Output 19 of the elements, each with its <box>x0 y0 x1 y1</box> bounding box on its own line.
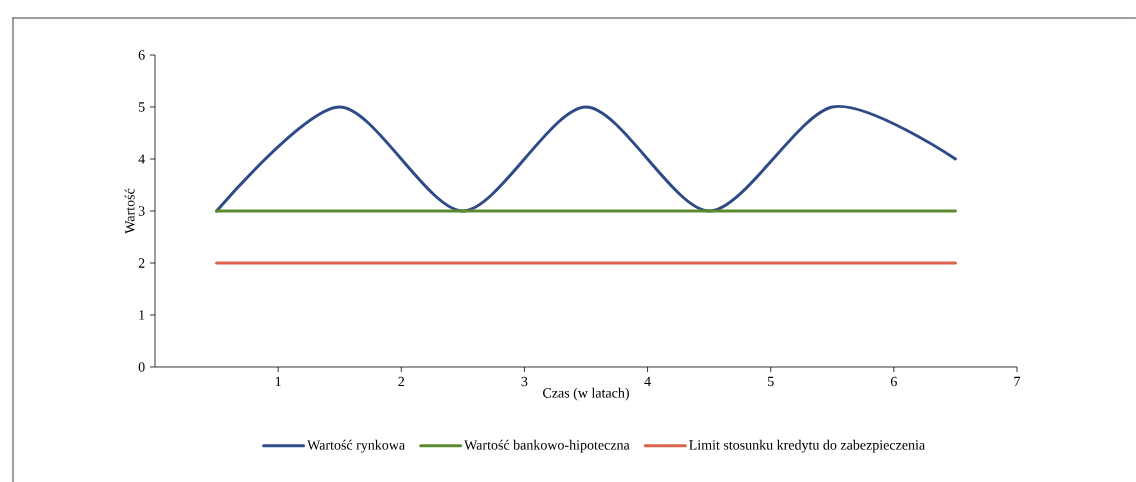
x-axis-title: Czas (w latach) <box>543 387 629 401</box>
x-tick-label: 3 <box>521 376 528 387</box>
x-tick-label: 4 <box>644 376 651 387</box>
x-tick-label: 6 <box>890 376 897 387</box>
y-axis-title: Wartość <box>124 188 135 234</box>
legend-label: Limit stosunku kredytu do zabezpieczenia <box>689 439 925 453</box>
x-tick-label: 2 <box>398 376 405 387</box>
y-tick-label: 6 <box>138 50 145 60</box>
y-tick-label: 3 <box>138 206 145 216</box>
y-tick-label: 4 <box>138 154 145 164</box>
x-tick-label: 7 <box>1014 376 1021 387</box>
x-tick-label: 1 <box>275 376 281 387</box>
x-tick-label: 5 <box>768 376 774 387</box>
y-tick-label: 5 <box>138 102 145 112</box>
y-tick-label: 1 <box>139 310 145 320</box>
legend-label: Wartość bankowo-hipoteczna <box>464 439 630 453</box>
y-tick-label: 2 <box>138 258 145 268</box>
legend-label: Wartość rynkowa <box>307 439 405 453</box>
y-tick-label: 0 <box>138 362 145 372</box>
